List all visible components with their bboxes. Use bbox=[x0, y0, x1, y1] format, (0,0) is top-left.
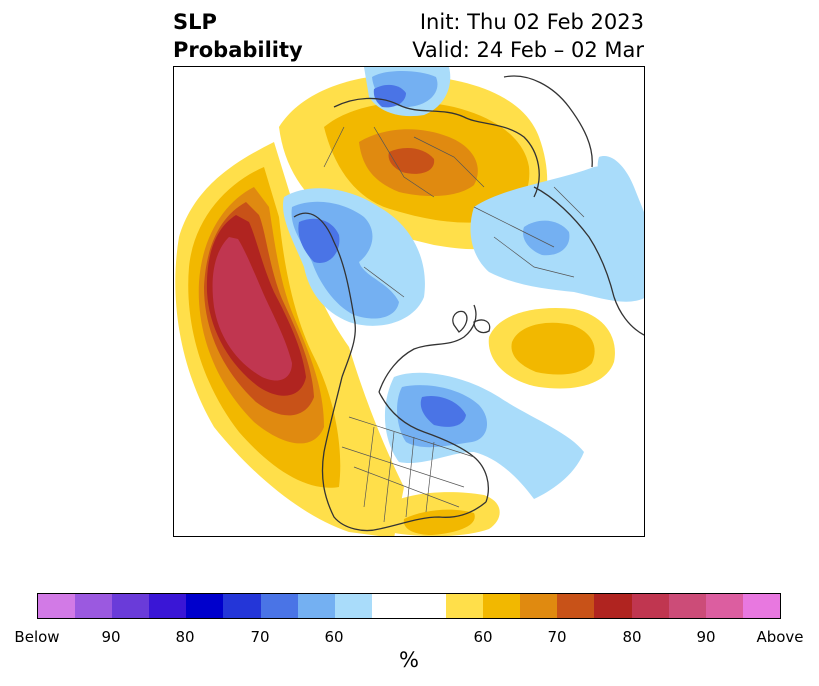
colorbar-swatch-above-5 bbox=[631, 594, 669, 618]
variable-name: SLP bbox=[173, 10, 217, 34]
colorbar-swatch-above-0 bbox=[446, 594, 484, 618]
colorbar-swatch-above-4 bbox=[594, 594, 632, 618]
colorbar-swatch-below-7 bbox=[297, 594, 335, 618]
atlantic-above-65 bbox=[511, 322, 595, 375]
colorbar-tick-above-80: 80 bbox=[622, 628, 642, 646]
colorbar-swatch-below-4 bbox=[186, 594, 224, 618]
colorbar-tick-above: Above bbox=[756, 628, 804, 646]
europe-below-65 bbox=[523, 220, 570, 256]
variable-type: Probability bbox=[173, 38, 303, 62]
colorbar-swatch-below-3 bbox=[149, 594, 187, 618]
init-date: Init: Thu 02 Feb 2023 bbox=[419, 10, 644, 34]
colorbar-swatch-above-2 bbox=[520, 594, 558, 618]
valid-range: Valid: 24 Feb – 02 Mar bbox=[412, 38, 644, 62]
colorbar-tick-below-70: 70 bbox=[250, 628, 270, 646]
colorbar-swatch-below-0 bbox=[38, 594, 76, 618]
colorbar-unit: % bbox=[399, 648, 419, 672]
probability-map bbox=[173, 66, 645, 537]
coastlines bbox=[293, 75, 644, 532]
map-canvas bbox=[175, 67, 644, 536]
na-below-70 bbox=[420, 395, 466, 427]
arctic-below-70 bbox=[298, 218, 340, 263]
colorbar-tick-above-60: 60 bbox=[473, 628, 493, 646]
colorbar-swatch-above-3 bbox=[557, 594, 595, 618]
borders bbox=[323, 126, 585, 523]
colorbar-neutral-gap bbox=[371, 594, 447, 618]
colorbar-swatch-below-5 bbox=[223, 594, 261, 618]
colorbar-swatch-above-1 bbox=[483, 594, 521, 618]
colorbar-swatch-below-1 bbox=[75, 594, 113, 618]
plot-title-left: SLP Probability bbox=[173, 8, 303, 64]
pacific-ne-below-60 bbox=[597, 156, 644, 286]
colorbar-swatch-above-7 bbox=[705, 594, 743, 618]
colorbar-swatch-above-8 bbox=[742, 594, 780, 618]
colorbar-tick-below-90: 90 bbox=[101, 628, 121, 646]
colorbar-swatch-below-8 bbox=[334, 594, 372, 618]
plot-title-right: Init: Thu 02 Feb 2023 Valid: 24 Feb – 02… bbox=[412, 8, 644, 64]
colorbar-swatch-above-6 bbox=[668, 594, 706, 618]
colorbar-tick-above-90: 90 bbox=[696, 628, 716, 646]
eurasia-above-75 bbox=[388, 147, 435, 174]
colorbar-tick-below: Below bbox=[14, 628, 60, 646]
colorbar-swatch-below-6 bbox=[260, 594, 298, 618]
nw-europe-below-70 bbox=[373, 84, 406, 108]
colorbar-swatch-below-2 bbox=[112, 594, 150, 618]
colorbar-tick-below-80: 80 bbox=[175, 628, 195, 646]
pacific-above-85 bbox=[212, 237, 292, 381]
colorbar-tick-above-70: 70 bbox=[547, 628, 567, 646]
colorbar bbox=[37, 593, 781, 619]
colorbar-tick-below-60: 60 bbox=[324, 628, 344, 646]
